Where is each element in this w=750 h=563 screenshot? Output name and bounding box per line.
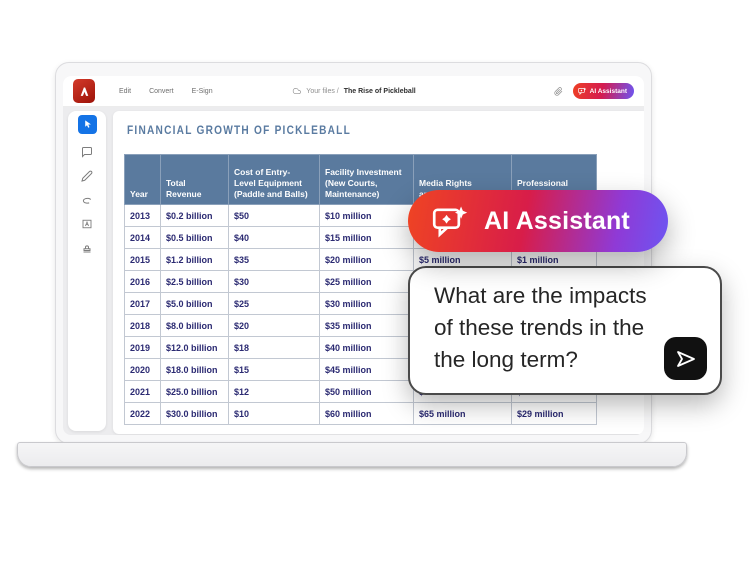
ai-chat-sparkle-icon <box>432 206 468 238</box>
table-cell: 2018 <box>124 314 161 337</box>
send-icon <box>676 350 695 367</box>
tools-sidebar <box>68 111 106 431</box>
stamp-icon <box>83 244 91 252</box>
laptop-screen: Edit Convert E-Sign Your files / The Ris… <box>55 62 652 444</box>
table-cell: 2017 <box>124 292 161 315</box>
table-cell: $40 million <box>319 336 414 359</box>
table-cell: $65 million <box>413 402 512 425</box>
table-cell: 2021 <box>124 380 161 403</box>
cloud-icon <box>292 88 301 94</box>
select-cursor-icon <box>84 120 91 128</box>
table-cell: $50 million <box>319 380 414 403</box>
question-line: of these trends in the <box>434 315 645 341</box>
page-title: FINANCIAL GROWTH OF PICKLEBALL <box>127 125 351 137</box>
table-row: 2022 $30.0 billion $10 $60 million $65 m… <box>124 402 597 425</box>
question-line: What are the impacts <box>434 283 647 308</box>
table-cell: $35 million <box>319 314 414 337</box>
loop-tool-button[interactable] <box>81 193 94 206</box>
table-row: 2015 $1.2 billion $35 $20 million $5 mil… <box>124 248 597 271</box>
table-cell: $60 million <box>319 402 414 425</box>
table-cell: $18 <box>228 336 320 359</box>
table-cell: $35 <box>228 248 320 271</box>
column-header-year: Year <box>124 154 161 205</box>
document-title-breadcrumb: The Rise of Pickleball <box>343 87 416 95</box>
breadcrumb: Your files / The Rise of Pickleball <box>291 87 416 95</box>
table-cell: 2015 <box>124 248 161 271</box>
menu-convert[interactable]: Convert <box>149 87 174 95</box>
table-cell: $25.0 billion <box>160 380 229 403</box>
toolbar-menu: Edit Convert E-Sign <box>119 88 213 95</box>
table-cell: 2016 <box>124 270 161 293</box>
paperclip-icon[interactable] <box>554 86 563 96</box>
pen-icon <box>81 170 93 182</box>
table-cell: $25 <box>228 292 320 315</box>
table-cell: $50 <box>228 204 320 227</box>
table-cell: $10 million <box>319 204 414 227</box>
ai-assistant-callout-button[interactable]: AI Assistant <box>408 190 668 252</box>
table-cell: $2.5 billion <box>160 270 229 293</box>
text-box-icon <box>82 219 92 228</box>
table-cell: $5 million <box>413 248 512 271</box>
text-box-tool-button[interactable] <box>81 217 94 230</box>
table-cell: $18.0 billion <box>160 358 229 381</box>
breadcrumb-your-files[interactable]: Your files / <box>306 87 339 95</box>
send-button[interactable] <box>664 337 707 380</box>
table-cell: $10 <box>228 402 320 425</box>
laptop-base <box>17 442 687 467</box>
pen-tool-button[interactable] <box>81 169 94 182</box>
ai-assistant-button[interactable]: AI Assistant <box>572 83 634 99</box>
table-cell: $30 million <box>319 292 414 315</box>
menu-esign[interactable]: E-Sign <box>191 87 213 95</box>
acrobat-a-icon <box>80 86 88 96</box>
column-header-facility-investment: Facility Investment (New Courts, Mainten… <box>319 154 414 205</box>
table-cell: $29 million <box>511 402 597 425</box>
table-cell: $15 <box>228 358 320 381</box>
question-line: the long term? <box>434 347 578 373</box>
menu-edit[interactable]: Edit <box>119 87 132 95</box>
stamp-tool-button[interactable] <box>81 241 94 254</box>
acrobat-logo[interactable] <box>73 79 95 103</box>
table-cell: $1.2 billion <box>160 248 229 271</box>
table-cell: $0.5 billion <box>160 226 229 249</box>
table-cell: $12.0 billion <box>160 336 229 359</box>
top-toolbar: Edit Convert E-Sign Your files / The Ris… <box>63 76 644 107</box>
comment-tool-button[interactable] <box>81 145 94 158</box>
table-cell: $25 million <box>319 270 414 293</box>
column-header-total-revenue: Total Revenue <box>160 154 229 205</box>
table-cell: $20 million <box>319 248 414 271</box>
table-cell: $20 <box>228 314 320 337</box>
table-cell: $15 million <box>319 226 414 249</box>
table-cell: 2022 <box>124 402 161 425</box>
comment-icon <box>82 146 92 158</box>
acrobat-app-window: Edit Convert E-Sign Your files / The Ris… <box>63 76 644 435</box>
ai-chat-sparkle-icon <box>577 87 587 95</box>
table-cell: $40 <box>228 226 320 249</box>
question-bubble[interactable]: What are the impacts of these trends in … <box>408 266 722 395</box>
select-tool-button[interactable] <box>77 115 97 134</box>
table-cell: $8.0 billion <box>160 314 229 337</box>
table-cell: $5.0 billion <box>160 292 229 315</box>
loop-tool-icon <box>82 197 92 204</box>
toolbar-right: AI Assistant <box>554 83 634 99</box>
column-header-equipment-cost: Cost of Entry- Level Equipment (Paddle a… <box>228 154 320 205</box>
table-cell: 2013 <box>124 204 161 227</box>
table-cell: 2014 <box>124 226 161 249</box>
ai-assistant-callout-label: AI Assistant <box>484 206 630 235</box>
ai-assistant-button-label: AI Assistant <box>589 87 627 95</box>
table-cell: $30.0 billion <box>160 402 229 425</box>
table-cell: 2020 <box>124 358 161 381</box>
table-cell: $30 <box>228 270 320 293</box>
table-cell: $0.2 billion <box>160 204 229 227</box>
table-cell: $45 million <box>319 358 414 381</box>
table-cell: 2019 <box>124 336 161 359</box>
table-cell: $12 <box>228 380 320 403</box>
